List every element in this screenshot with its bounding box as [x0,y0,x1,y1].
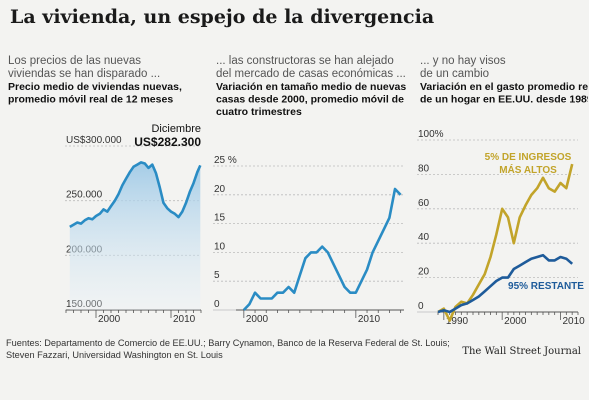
panel-subtitle: cuatro trimestres [216,106,302,118]
series-line [242,187,402,311]
y-tick-label: 20 [214,184,226,195]
series-line [437,253,574,314]
panel-kicker: ... y no hay visos [420,55,506,67]
y-tick-label: 15 [214,213,226,224]
y-tick-label: 0 [214,299,220,310]
x-tick-label: 2010 [173,314,196,325]
x-tick-label: 2000 [98,314,121,325]
panel-subtitle: casas desde 2000, promedio móvil de [216,94,404,106]
series-line [437,163,574,322]
y-tick-label: 20 [418,267,430,278]
panel-subtitle: Variación en tamaño medio de nuevas [216,81,406,93]
panel-kicker: ... las constructoras se han alejado [216,55,394,67]
panel-kicker: de un cambio [420,68,489,80]
panel-subtitle: Precio medio de viviendas nuevas, [8,81,182,93]
panel-kicker: viviendas se han disparado ... [8,68,160,80]
y-tick-label: 60 [418,198,430,209]
y-tick-label: 80 [418,163,430,174]
y-tick-label: 0 [418,301,424,312]
annotation-value: US$282.300 [134,135,201,149]
series-line [69,161,202,229]
series-area [69,162,201,310]
x-tick-label: 2000 [504,316,527,327]
panel-subtitle: promedio móvil real de 12 meses [8,94,173,106]
y-tick-label: 10 [214,241,226,252]
y-tick-label: 5 [214,270,220,281]
y-tick-label: 25 % [214,155,237,166]
series-label-top5: MÁS ALTOS [499,163,557,176]
annotation-label: Diciembre [151,123,201,135]
x-tick-label: 2010 [563,316,586,327]
credit-line: The Wall Street Journal [462,346,581,357]
y-tick-label: 40 [418,232,430,243]
series-label-top5: 5% DE INGRESOS [485,152,572,163]
y-tick-label: 100% [418,129,444,140]
panel-house-size: ... las constructoras se han alejadodel … [213,55,406,325]
panel-kicker: del mercado de casas económicas ... [216,68,406,80]
panel-subtitle: de un hogar en EE.UU. desde 1989 [420,94,588,106]
panel-kicker: Los precios de las nuevas [8,55,141,67]
y-tick-label: US$300.000 [66,135,122,146]
chart-title: La vivienda, un espejo de la divergencia [10,6,435,28]
series-label-rest95: 95% RESTANTE [508,281,584,292]
source-note: Fuentes: Departamento de Comercio de EE.… [6,338,450,360]
x-tick-label: 2000 [246,314,269,325]
x-tick-label: 2010 [358,314,381,325]
y-tick-label: 250.000 [66,190,103,201]
x-tick-label: 1990 [446,316,469,327]
panel-subtitle: Variación en el gasto promedio real [420,81,588,93]
